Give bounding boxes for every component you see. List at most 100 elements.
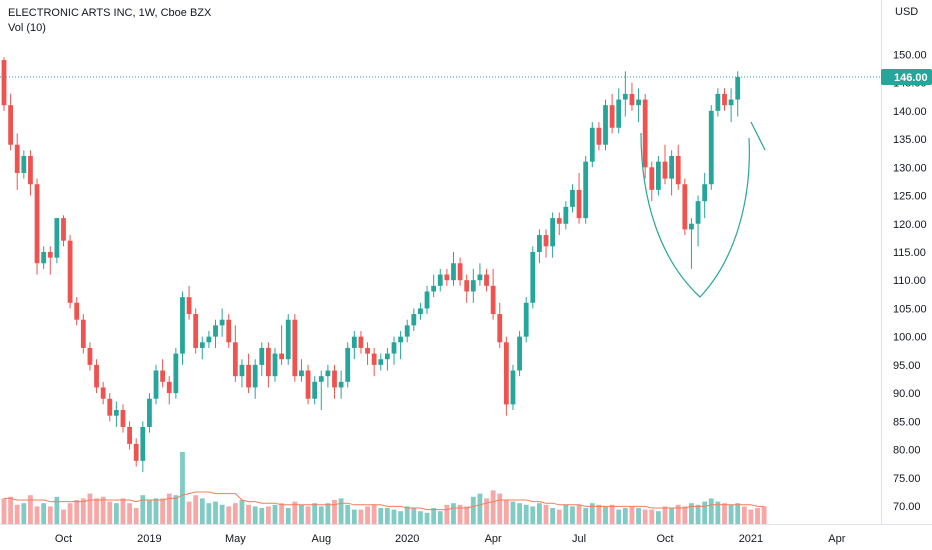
candle-body [338,381,344,388]
volume-bar [305,506,311,524]
candle [61,215,66,247]
price-tick-label: 150.00 [893,49,927,61]
price-tick-label: 80.00 [893,445,921,457]
candle-body [404,325,410,337]
candle [67,235,73,309]
candle [8,93,14,151]
candle-body [728,99,734,106]
volume-bar [266,506,271,524]
candle-body [622,93,628,100]
candle [596,122,602,151]
candle-body [543,235,549,247]
candle-body [292,319,298,377]
candle-body [431,285,437,292]
candle-body [127,426,132,444]
time-tick-label: Aug [311,533,331,545]
candle-body [629,93,635,106]
candle [272,347,278,382]
candle-body [41,251,47,264]
candle-body [391,342,397,354]
candle-body [530,251,536,303]
candle-body [246,364,251,388]
volume-bar [325,503,331,524]
candle-body [252,364,258,388]
candle [358,331,364,354]
candle-body [14,144,20,173]
price-tick-label: 115.00 [893,247,926,259]
candle [510,364,516,411]
candle-body [219,319,225,326]
time-axis[interactable]: Oct 2019 May Aug 2020 Apr Jul Oct 2021 Apr [0,524,932,546]
volume-bar [94,498,99,524]
candle-body [523,302,529,337]
candle [246,353,251,394]
price-tick-label: 100.00 [893,332,927,344]
candle [411,308,417,332]
candle [371,347,377,377]
volume-bar [147,500,152,524]
candle [153,364,159,405]
volume-bar [543,504,549,524]
candle-body [199,342,205,348]
price-tick-label: 105.00 [893,303,927,315]
candle [556,212,562,236]
candle-body [378,359,384,365]
candle [133,438,139,467]
candle [285,314,291,365]
candle [583,156,589,224]
price-axis[interactable]: USD 70.00 75.00 80.00 85.00 90.00 95.00 100.00… [881,0,927,524]
candle-body [1,60,7,106]
candle-body [411,314,417,326]
candle-body [464,280,470,292]
candle [470,268,476,303]
candle [384,347,390,371]
candle [266,342,271,388]
candle-body [305,370,311,399]
volume-bar [728,504,734,524]
handle-line-drawing[interactable] [750,121,766,151]
candle [675,144,681,190]
candle [497,302,503,348]
time-tick-label: May [225,533,246,545]
candle-body [675,156,681,185]
candle [398,331,403,360]
price-tick-label: 140.00 [893,106,927,118]
volume-bar [622,508,628,524]
candle-body [603,105,608,145]
volume-bar [655,511,661,524]
candle-body [318,376,324,382]
candle-body [173,353,179,394]
candle-body [325,370,331,377]
candle [173,347,179,399]
candle [689,218,694,269]
volume-bar [702,501,708,524]
candle [431,274,437,298]
volume-bar [120,498,126,524]
volume-bar [741,506,747,524]
candle-body [133,443,139,461]
candle-body [147,398,152,427]
candle-body [517,336,522,371]
price-tick-label: 120.00 [893,219,927,231]
candle [147,393,152,433]
candle [616,88,622,134]
candle [404,319,410,343]
candle [457,257,463,286]
candle [21,150,27,179]
volume-bar [173,495,179,524]
volume-bar [662,506,668,524]
candle-body [715,93,721,111]
cup-curve-drawing[interactable] [640,132,750,298]
candle [662,144,668,185]
candle-body [702,184,708,202]
candle-body [695,201,701,224]
candle [708,105,714,190]
candle [543,229,549,258]
candle [127,421,132,450]
candle [345,342,351,388]
cup-and-handle-drawing[interactable] [640,121,766,298]
volume-bar [166,493,172,524]
candle [669,150,675,196]
candle [530,246,536,309]
